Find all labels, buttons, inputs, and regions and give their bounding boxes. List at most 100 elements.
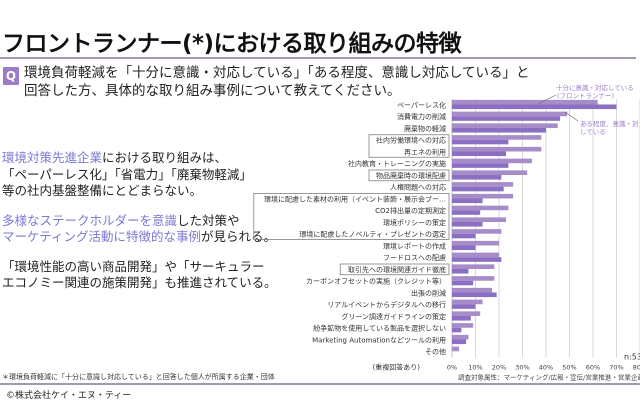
- findings-line: 多様なステークホルダーを意識した対策や: [2, 213, 277, 230]
- category-label: CO2排出量の定期測定: [375, 206, 446, 215]
- category-label: フードロスへの配慮: [383, 253, 446, 262]
- x-tick-label: 40%: [539, 364, 553, 372]
- bar-frontrunner: [452, 334, 469, 340]
- annotation-leader-line: [564, 111, 579, 122]
- category-group-box: [368, 169, 450, 182]
- bar-frontrunner: [452, 299, 483, 305]
- category-label: 消費電力の削減: [397, 112, 446, 121]
- findings-line: 「環境性能の高い商品開発」や「サーキュラー: [2, 259, 277, 276]
- x-tick-label: 50%: [562, 364, 576, 372]
- highlighted-phrase: 環境対策先進企業: [2, 150, 103, 165]
- x-tick-label: 0%: [447, 364, 457, 372]
- category-label: 社内教育・トレーニングの実施: [348, 159, 446, 168]
- highlighted-phrase: 多様なステークホルダーを意識: [2, 212, 178, 228]
- category-label: グリーン調達ガイドラインの策定: [341, 312, 446, 321]
- bar-frontrunner: [452, 123, 558, 128]
- bar-moderate: [452, 104, 617, 110]
- findings-line: マーケティング活動に特徴的な事例が見られる。: [2, 229, 277, 246]
- bar-moderate: [452, 151, 507, 157]
- bar-frontrunner: [452, 146, 542, 152]
- category-label: 環境ポリシーの策定: [383, 218, 446, 227]
- category-label: 廃棄物の軽減: [404, 124, 446, 133]
- x-tick-label: 60%: [586, 364, 600, 372]
- bar-frontrunner: [452, 276, 495, 281]
- category-label: 環境に配慮した素材の利用（イベント装飾・展示会ブー…: [264, 194, 446, 203]
- bar-frontrunner: [452, 193, 514, 199]
- highlighted-phrase: マーケティング活動に特徴的な事例: [2, 229, 202, 244]
- bar-moderate: [452, 127, 546, 133]
- category-label: カーボンオフセットの実施（クレジット等）: [306, 277, 446, 286]
- x-tick-label: 20%: [492, 364, 506, 372]
- category-label: その他: [425, 347, 446, 356]
- bar-moderate: [452, 174, 502, 180]
- bar-frontrunner: [452, 99, 598, 105]
- x-tick-label: 70%: [609, 364, 623, 372]
- bar-moderate: [452, 315, 471, 321]
- category-label: 再エネの利用: [404, 147, 446, 156]
- bar-frontrunner: [452, 346, 460, 352]
- bar-moderate: [452, 163, 509, 168]
- bar-frontrunner: [452, 135, 542, 140]
- bar-moderate: [452, 139, 509, 145]
- findings-summary: 環境対策先進企業における取り組みは、「ペーパーレス化」「省電力」「廃棄物軽減」等…: [2, 150, 277, 305]
- category-label: 環境に配慮したノベルティ・プレゼントの選定: [299, 230, 446, 239]
- findings-line: エコノミー関連の施策開発」も推進されている。: [2, 275, 277, 292]
- x-tick-label: 80%: [633, 364, 640, 372]
- respondent-attribute-note: 調査対象属性：マーケティング/広報・宣伝/営業推進・営業企画: [458, 373, 640, 382]
- bar-frontrunner: [452, 229, 502, 234]
- question-line-2: 回答した方、具体的な取り組み事例について教えてください。: [24, 83, 401, 99]
- findings-text: における取り組みは、: [102, 150, 228, 165]
- findings-text: 等の社内基盤整備にとどまらない。: [2, 183, 203, 198]
- findings-text: した対策や: [177, 212, 240, 228]
- bar-moderate: [452, 245, 476, 251]
- page-title: フロントランナー(*)における取り組みの特徴: [2, 31, 462, 57]
- bar-moderate: [452, 257, 502, 262]
- bar-frontrunner: [452, 264, 495, 269]
- bar-moderate: [452, 210, 481, 215]
- category-label: 環境レポートの作成: [383, 241, 446, 250]
- sample-size-label: n:53: [624, 353, 640, 362]
- bar-frontrunner: [452, 287, 492, 293]
- bar-frontrunner: [452, 205, 509, 211]
- footer-divider: [0, 383, 640, 385]
- legend-annotation-moderate: ある程度、意識・対: [580, 119, 639, 128]
- findings-line: 等の社内基盤整備にとどまらない。: [2, 183, 277, 200]
- bar-moderate: [452, 292, 497, 298]
- bar-frontrunner: [452, 182, 514, 187]
- x-tick-label: 30%: [515, 364, 529, 372]
- bar-moderate: [452, 233, 476, 239]
- question-badge: Q: [3, 67, 19, 85]
- bar-moderate: [452, 221, 483, 227]
- bar-frontrunner: [452, 323, 474, 328]
- bar-moderate: [452, 116, 561, 121]
- bar-moderate: [452, 198, 483, 204]
- bar-moderate: [452, 304, 476, 309]
- category-label: 物品廃棄時の環境配慮: [376, 171, 446, 180]
- bar-moderate: [452, 339, 467, 345]
- legend-annotation-frontrunner-sub: (フロントランナー): [557, 92, 614, 100]
- category-group-box: [368, 134, 450, 158]
- category-label: Marketing Automationなどツールの利用: [312, 335, 446, 344]
- category-label: 出張の削減: [411, 288, 446, 297]
- findings-text: エコノミー関連の施策開発」も推進されている。: [2, 275, 277, 290]
- category-label: 人権問題への対応: [390, 183, 446, 192]
- title-divider: [0, 57, 636, 59]
- bar-frontrunner: [452, 111, 568, 117]
- category-label: 取引先への環境関連ガイド徹底: [348, 265, 446, 274]
- bar-frontrunner: [452, 252, 499, 258]
- legend-annotation-moderate-sub: している: [580, 128, 606, 136]
- bar-moderate: [452, 280, 474, 286]
- question-text: 環境負荷軽減を「十分に意識・対応している」「ある程度、意識し対応している」と 回…: [24, 64, 529, 100]
- annotation-leader-line: [537, 94, 557, 105]
- bar-frontrunner: [452, 158, 532, 164]
- findings-line: 「ペーパーレス化」「省電力」「廃棄物軽減」: [2, 167, 277, 184]
- category-label: リアルイベントからデジタルへの移行: [327, 300, 446, 309]
- findings-text: 「環境性能の高い商品開発」や「サーキュラー: [2, 258, 265, 274]
- bar-moderate: [452, 186, 504, 192]
- multiple-answers-note: (重複回答あり): [373, 363, 421, 372]
- x-tick-label: 10%: [468, 364, 482, 372]
- bar-frontrunner: [452, 170, 528, 175]
- category-group-box: [253, 193, 450, 240]
- copyright: ©株式会社ケイ・エヌ・ティー: [6, 391, 132, 401]
